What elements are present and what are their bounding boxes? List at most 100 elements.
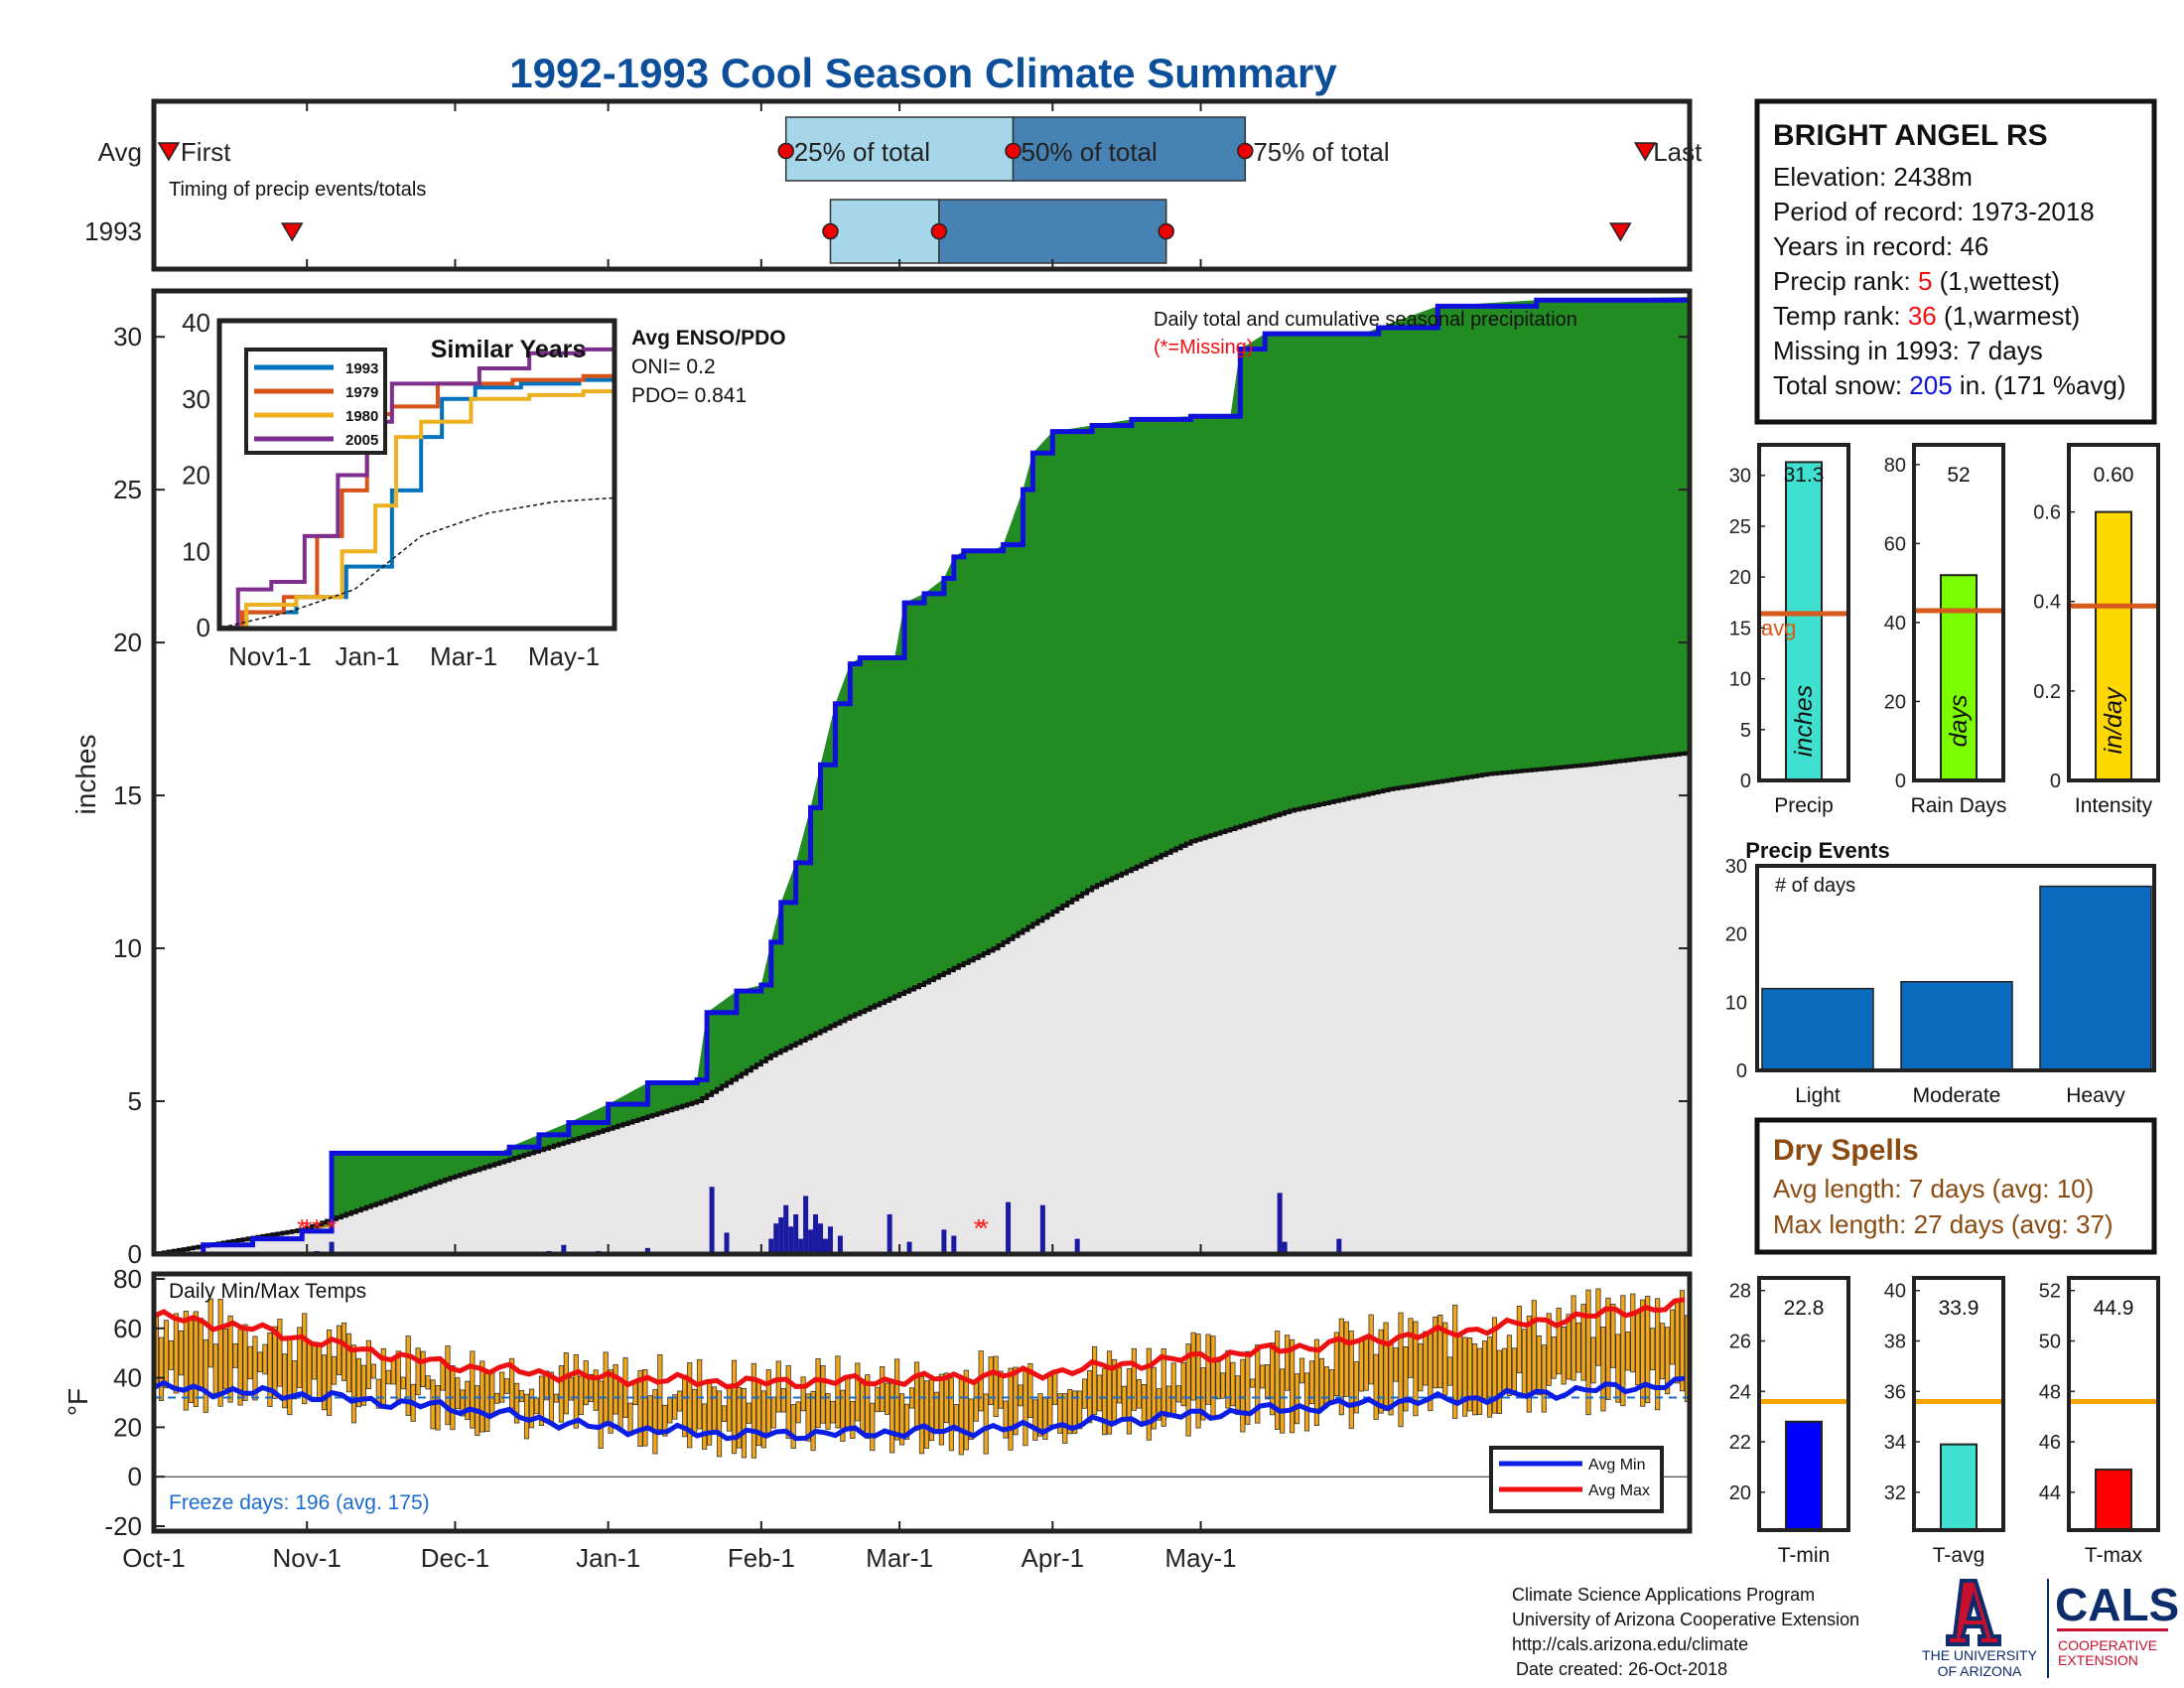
cals-sub-1: COOPERATIVE [2058, 1637, 2157, 1653]
temp-day-bar [331, 1355, 338, 1385]
station-years: Years in record: 46 [1773, 231, 1988, 261]
summary-bar-charts: 0 5 10 15 20 25 30 31.3 Precip inches avg 0 20 40 60 80… [1729, 443, 2160, 1567]
temp-day-bar [1358, 1340, 1364, 1392]
temp-day-bar [1160, 1347, 1166, 1427]
temp-day-bar [1625, 1332, 1631, 1371]
temp-day-bar [1363, 1336, 1369, 1391]
daily-precip-bar [887, 1213, 892, 1254]
temp-day-bar [652, 1389, 658, 1455]
temp-day-bar [820, 1365, 826, 1424]
temp-day-bar [938, 1373, 944, 1446]
temp-day-bar [637, 1369, 643, 1448]
temp-day-bar [1570, 1295, 1576, 1381]
temp-day-bar [1496, 1349, 1503, 1415]
temp-day-bar [267, 1332, 273, 1407]
temp-day-bar [613, 1363, 618, 1415]
temp-day-bar [538, 1375, 545, 1426]
daily-precip-bar [808, 1229, 814, 1254]
temp-day-bar [370, 1363, 376, 1379]
timing-box-q2-y1993 [938, 199, 1167, 264]
temp-day-bar [1003, 1400, 1009, 1439]
temp-ytick-label: 60 [113, 1314, 142, 1343]
events-category-moderate: Moderate [1913, 1084, 2001, 1107]
footer-line-3: http://cals.arizona.edu/climate [1512, 1634, 1748, 1654]
temp-day-bar [1255, 1344, 1261, 1424]
main-frame [151, 288, 1693, 1257]
temp-day-bar [865, 1374, 871, 1440]
temp-day-bar [702, 1403, 708, 1450]
daily-precip-bar [709, 1187, 715, 1254]
daily-precip-bar [788, 1226, 794, 1254]
temp-day-bar [1655, 1298, 1661, 1411]
temp-day-bar [855, 1362, 861, 1422]
temp-day-bar [400, 1376, 406, 1390]
temp-day-bar [840, 1389, 846, 1442]
temp-day-bar [465, 1380, 471, 1421]
temp-day-bar [350, 1344, 357, 1424]
temp-day-bar [425, 1375, 431, 1390]
temp-day-bar [168, 1339, 174, 1370]
temp-day-bar [726, 1383, 733, 1432]
summary-ytick-label: 24 [1729, 1381, 1751, 1403]
temp-day-bar [484, 1372, 490, 1433]
temp-day-bar [1067, 1389, 1073, 1435]
inset-legend-1979: 1979 [345, 384, 378, 401]
temp-day-bar [647, 1395, 653, 1429]
temp-day-bar [287, 1337, 293, 1416]
temp-day-bar [1674, 1302, 1681, 1384]
temp-day-bar [894, 1358, 900, 1441]
temp-day-bar [870, 1402, 876, 1452]
temp-ytick-label: -20 [104, 1511, 142, 1541]
inset-title: Similar Years [431, 336, 587, 363]
inset-legend-1980: 1980 [345, 408, 378, 425]
cumulative-precip-area [154, 297, 1690, 1255]
inset-ytick-label: 30 [182, 384, 210, 414]
temp-day-bar [1245, 1350, 1251, 1425]
temp-day-bar [1289, 1338, 1296, 1434]
temp-day-bar [504, 1378, 510, 1394]
temp-day-bar [918, 1376, 925, 1455]
temp-day-bar [1126, 1368, 1133, 1435]
temp-day-bar [1472, 1342, 1478, 1416]
temp-day-bar [677, 1390, 683, 1412]
summary-ytick-label: 22 [1729, 1432, 1751, 1454]
daily-precip-bar [941, 1229, 947, 1254]
temp-day-bar [1200, 1367, 1206, 1421]
temp-day-bar [1433, 1316, 1438, 1389]
temp-day-bar [1328, 1369, 1334, 1403]
inset-ytick-label: 0 [197, 613, 210, 642]
temp-day-bar [1027, 1363, 1033, 1418]
temp-day-bar [1032, 1399, 1038, 1441]
temp-day-bar [460, 1389, 466, 1417]
temp-day-bar [158, 1336, 165, 1401]
temp-day-bar [1531, 1300, 1537, 1394]
daily-precip-bar [644, 1247, 650, 1254]
temp-day-bar [948, 1377, 954, 1452]
temp-day-bar [1062, 1393, 1068, 1444]
timing-label-50: 50% of total [1022, 137, 1158, 167]
footer-line-1: Climate Science Applications Program [1512, 1585, 1815, 1605]
university-of-arizona-logo: THE UNIVERSITY OF ARIZONA [1922, 1579, 2038, 1679]
events-frame [1755, 864, 2156, 1072]
temp-day-bar [622, 1357, 628, 1418]
summary-ytick-label: 20 [1729, 1482, 1751, 1504]
temp-day-bar [1146, 1347, 1152, 1441]
temp-day-bar [825, 1393, 831, 1430]
summary-category-precip-0: Precip [1774, 794, 1834, 817]
summary-ytick-label: 28 [1729, 1281, 1751, 1303]
temp-day-bar [1423, 1331, 1429, 1386]
enso-oni: ONI= 0.2 [631, 355, 716, 378]
summary-category-precip-2: Intensity [2075, 794, 2153, 817]
summary-frame-precip-0 [1757, 443, 1850, 782]
main-ytick-label: 10 [113, 933, 142, 963]
temp-day-bar [657, 1354, 663, 1431]
temp-day-bar [1566, 1314, 1571, 1380]
inset-legend-2005: 2005 [345, 432, 378, 449]
temp-day-bar [1170, 1362, 1176, 1415]
daily-precip-bar [1006, 1201, 1012, 1254]
temp-day-bar [365, 1339, 371, 1390]
temp-day-bar [1156, 1388, 1161, 1421]
temp-day-bar [1008, 1367, 1014, 1451]
summary-bar-precip-2 [2095, 510, 2132, 781]
temp-day-bar [455, 1377, 461, 1410]
